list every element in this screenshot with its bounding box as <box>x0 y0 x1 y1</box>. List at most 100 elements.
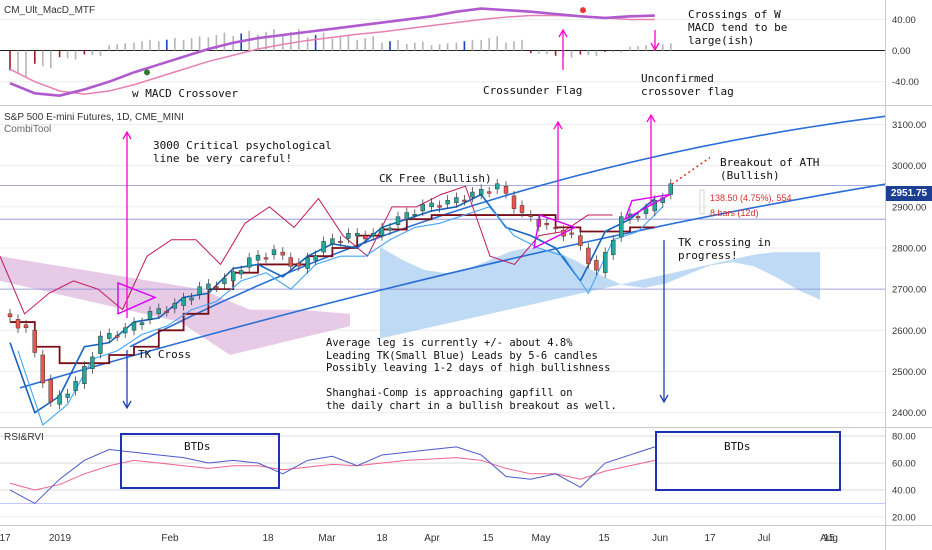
candle-down <box>114 335 120 338</box>
candle-up <box>131 322 137 331</box>
candle-down <box>586 247 591 264</box>
note-w-macd-crossover: w MACD Crossover <box>132 87 238 100</box>
price-axis-tick: 2600.00 <box>892 326 926 337</box>
time-axis-tick: Apr <box>424 533 440 544</box>
btds-box-right <box>655 431 841 491</box>
time-axis-tick: Mar <box>318 533 336 544</box>
candle-up <box>230 271 236 282</box>
candle-up <box>181 297 186 306</box>
candle-up <box>668 183 673 195</box>
price-axis-tick: 2900.00 <box>892 202 926 213</box>
candle-down <box>437 205 442 208</box>
candle-down <box>594 260 599 271</box>
note-btds-left: BTDs <box>184 440 211 453</box>
candle-down <box>32 330 37 353</box>
candle-up <box>420 204 425 212</box>
candle-up <box>222 278 227 284</box>
candle-up <box>246 257 252 268</box>
price-axis-tick: 2500.00 <box>892 367 926 378</box>
candle-up <box>619 216 624 238</box>
price-axis-tick: 2400.00 <box>892 408 926 419</box>
candle-up <box>346 232 351 239</box>
candle-down <box>553 227 558 230</box>
candle-up <box>313 255 318 261</box>
candle-up <box>387 227 393 231</box>
candle-up <box>156 308 162 315</box>
candle-up <box>454 197 459 203</box>
arrow-unconfirmed-head <box>646 113 656 123</box>
candle-up <box>495 183 500 190</box>
candle-down <box>280 251 285 256</box>
candle-down <box>544 223 549 226</box>
candle-up <box>395 216 401 225</box>
arrow-tk-cross-head <box>122 400 132 410</box>
measure-box <box>699 189 705 215</box>
main-pane-title: S&P 500 E-mini Futures, 1D, CME_MINI <box>4 112 184 123</box>
main-pane-subtitle: CombiTool <box>4 124 52 135</box>
candle-down <box>288 257 293 267</box>
note-tk-crossing: TK crossing in progress! <box>678 236 771 262</box>
candle-down <box>462 199 467 202</box>
rsi-line <box>9 446 655 505</box>
time-axis-tick: 17 <box>704 533 716 544</box>
time-axis-tick: May <box>532 533 551 544</box>
note-unconfirmed-flag: Unconfirmed crossover flag <box>641 72 734 98</box>
candle-up <box>73 381 78 391</box>
candle-up <box>404 212 409 220</box>
measure-label-bars: 8 bars (12d) <box>710 208 759 218</box>
candle-up <box>82 366 87 384</box>
time-axis-tick: 2019 <box>49 533 72 544</box>
candle-down <box>528 214 533 217</box>
candle-down <box>578 235 583 246</box>
rsi-axis-tick: 20.00 <box>892 512 916 523</box>
candle-down <box>635 216 641 219</box>
rsi-pane-title: RSI&RVI <box>4 432 44 443</box>
price-axis-tick: 3000.00 <box>892 161 926 172</box>
candle-down <box>511 195 517 209</box>
candle-up <box>139 322 145 326</box>
note-breakout-ath: Breakout of ATH (Bullish) <box>720 156 820 182</box>
time-axis-tick: Jul <box>758 533 771 544</box>
candle-down <box>214 286 219 289</box>
macd-pane-title: CM_Ult_MacD_MTF <box>4 5 96 16</box>
candle-up <box>355 232 360 236</box>
macd-axis-tick: -40.00 <box>892 77 919 88</box>
chikou-line <box>0 185 613 315</box>
time-axis-tick: 18 <box>376 533 388 544</box>
macd-axis-tick: 40.00 <box>892 15 916 26</box>
note-critical-line: 3000 Critical psychological line be very… <box>153 139 332 165</box>
arrow-macd-crossunder-head <box>558 28 568 38</box>
candle-down <box>40 354 45 384</box>
candle-up <box>147 311 153 320</box>
price-axis-tick: 2800.00 <box>892 243 926 254</box>
note-average-leg: Average leg is currently +/- about 4.8% … <box>326 337 617 412</box>
pennant-shape <box>533 214 577 250</box>
candle-down <box>263 257 269 260</box>
last-price-tag: 2951.75 <box>886 186 932 201</box>
time-axis-tick: Jun <box>652 533 668 544</box>
arrow-crossunder-head <box>553 120 563 130</box>
candle-up <box>197 286 202 295</box>
note-ck-free: CK Free (Bullish) <box>379 172 492 185</box>
candle-down <box>23 324 29 329</box>
candle-up <box>412 214 417 216</box>
candle-up <box>371 232 376 236</box>
candle-up <box>98 335 103 354</box>
candle-up <box>470 191 475 198</box>
macd-cross-dot <box>144 69 150 76</box>
candle-up <box>305 257 310 269</box>
candle-up <box>238 270 244 275</box>
candle-up <box>57 394 62 405</box>
macd-axis-tick: 0.00 <box>892 46 911 57</box>
measure-label-price: 138.50 (4.75%), 554 <box>710 193 792 203</box>
candle-up <box>379 227 385 236</box>
candle-down <box>569 232 574 235</box>
candle-up <box>643 208 649 214</box>
candle-up <box>106 333 112 339</box>
candle-up <box>90 356 95 369</box>
note-btds-right: BTDs <box>724 440 751 453</box>
candle-down <box>48 379 53 403</box>
candle-up <box>271 249 277 256</box>
